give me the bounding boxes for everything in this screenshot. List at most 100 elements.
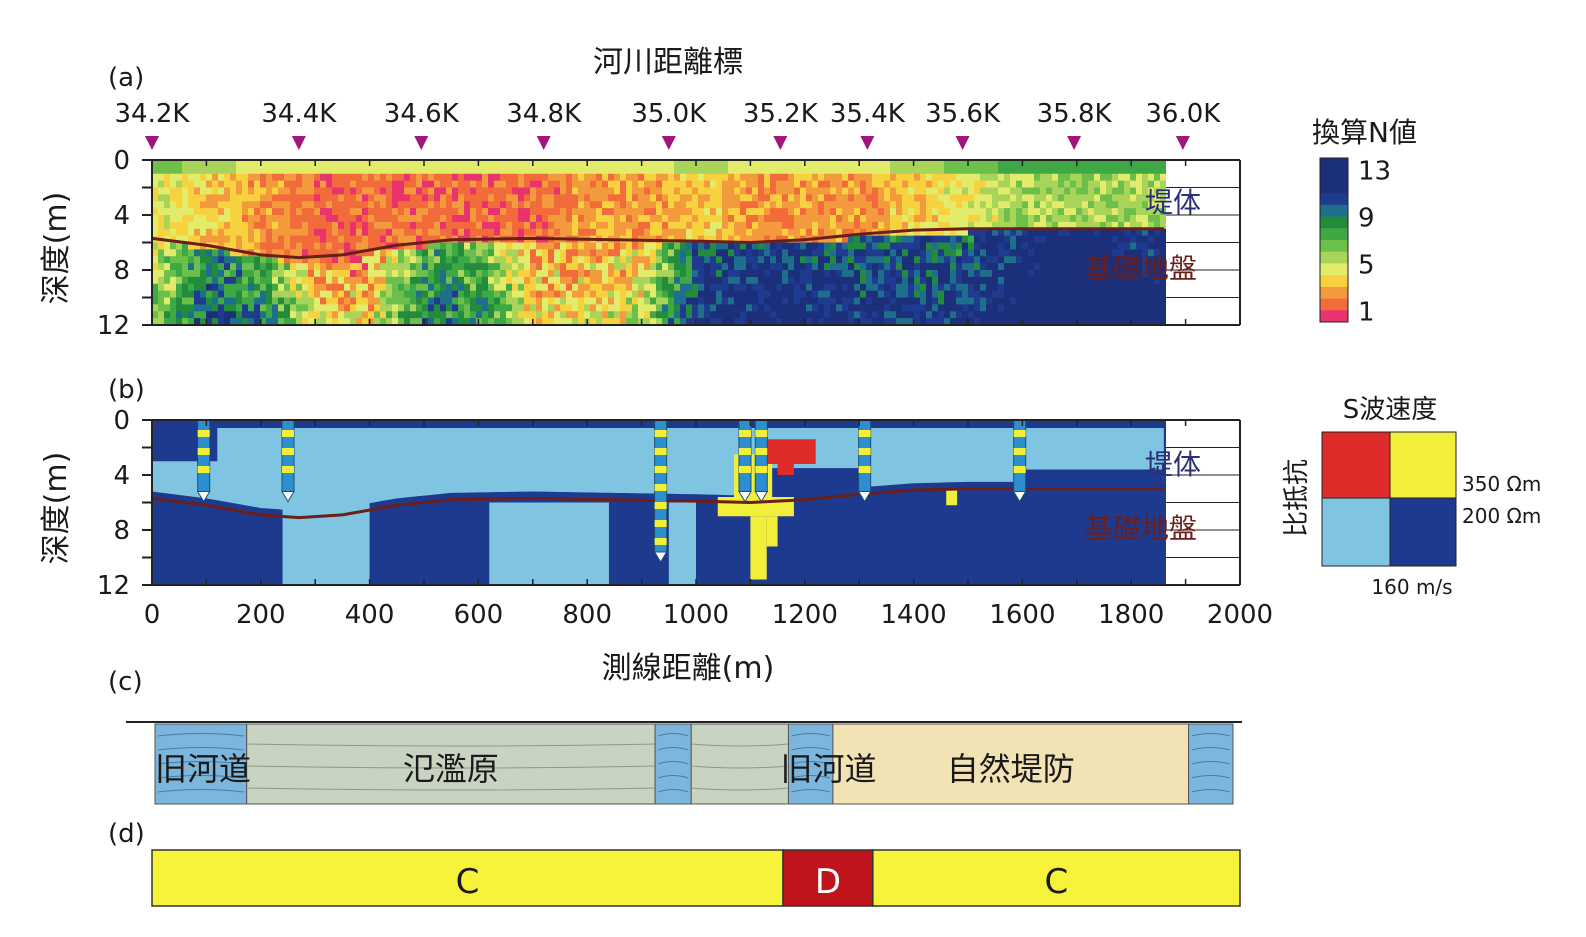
borehole — [857, 419, 872, 503]
legend-res-low: 200 Ωm — [1462, 504, 1541, 528]
landform-unit-levee — [832, 723, 1190, 805]
kp-marker — [291, 136, 306, 150]
legend-velocity: 160 m/s — [1371, 575, 1452, 599]
legend-res-high: 350 Ωm — [1462, 472, 1541, 496]
colorbar-tick-label: 9 — [1358, 204, 1375, 234]
legend-title: S波速度 — [1343, 395, 1438, 425]
colorbar-cell — [1320, 310, 1348, 323]
label-foundation-b: 基礎地盤 — [1085, 512, 1197, 545]
borehole — [653, 419, 668, 563]
landform-unit-old_channel — [1188, 723, 1234, 805]
distance-tick-label: 1800 — [1098, 600, 1164, 630]
depth-tick-label: 4 — [113, 201, 130, 231]
colorbar-cell — [1320, 263, 1348, 276]
distance-tick-label: 1400 — [881, 600, 947, 630]
kp-marker — [773, 136, 788, 150]
panel-label-b: (b) — [108, 375, 145, 405]
river-kp-axis: 34.2K 34.4K 34.6K 34.8K 35.0K 35.2K 35.4K 35.6K… — [115, 99, 1221, 150]
depth-tick-label: 12 — [97, 311, 130, 341]
kp-label: 36.0K — [1145, 99, 1221, 129]
rating-label: C — [1045, 862, 1069, 902]
colorbar-cell — [1320, 216, 1348, 229]
legend-class: S波速度 比抵抗 350 Ωm 200 Ωm 160 m/s — [1282, 395, 1541, 599]
distance-tick-label: 0 — [144, 600, 161, 630]
colorbar-cell — [1320, 228, 1348, 241]
colorbar-cell — [1320, 158, 1348, 171]
colorbar-tick-label: 5 — [1358, 250, 1375, 280]
landform-unit-old_channel — [654, 723, 692, 805]
panel-a-n-value-section: 0 4 8 12 — [97, 146, 1241, 341]
kp-label: 35.6K — [925, 99, 1001, 129]
panel-label-a: (a) — [108, 63, 144, 93]
colorbar-cell — [1320, 275, 1348, 288]
colorbar-cell — [1320, 286, 1348, 300]
kp-marker — [145, 136, 159, 150]
kp-marker — [955, 136, 970, 150]
borehole — [754, 419, 769, 503]
distance-tick-label: 1000 — [663, 600, 729, 630]
colorbar-cell — [1320, 169, 1348, 182]
landform-label: 氾濫原 — [403, 750, 499, 788]
xlabel: 測線距離(m) — [602, 651, 775, 686]
distance-tick-label: 2000 — [1207, 600, 1273, 630]
rating-segment — [782, 849, 874, 907]
label-embankment-b: 堤体 — [1145, 448, 1201, 481]
kp-label: 34.2K — [115, 99, 191, 129]
landform-label: 旧河道 — [780, 750, 876, 788]
kp-label: 34.6K — [384, 99, 460, 129]
borehole — [281, 419, 295, 503]
legend-cell-darkblue — [1389, 497, 1457, 567]
panel-b-class-section: 0 4 8 12 0 200 400 600 800 1000 1200 1400 1600 1800 20… — [97, 406, 1273, 630]
colorbar-n-value: 換算N値 1 5 9 13 — [1312, 116, 1417, 327]
kp-marker — [1175, 136, 1190, 150]
colorbar-cell — [1320, 181, 1348, 194]
colorbar-tick-label: 13 — [1358, 157, 1391, 187]
depth-tick-label: 4 — [113, 461, 130, 491]
colorbar-tick-label: 1 — [1358, 297, 1375, 327]
panel-label-c: (c) — [108, 667, 143, 697]
colorbar-cell — [1320, 193, 1348, 206]
rating-label: C — [456, 862, 480, 902]
panel-label-d: (d) — [108, 819, 145, 849]
kp-label: 34.4K — [261, 99, 337, 129]
boundary-line-a — [151, 227, 1164, 260]
depth-tick-label: 8 — [113, 256, 130, 286]
legend-ylabel: 比抵抗 — [1282, 459, 1312, 537]
distance-tick-label: 400 — [345, 600, 395, 630]
kp-label: 35.4K — [830, 99, 906, 129]
depth-tick-label: 12 — [97, 571, 130, 601]
landform-unit-floodplain — [690, 723, 789, 805]
distance-tick-label: 600 — [454, 600, 504, 630]
kp-marker — [414, 136, 429, 150]
legend-cell-red — [1321, 431, 1391, 499]
colorbar-title: 換算N値 — [1312, 116, 1417, 149]
distance-tick-label: 1600 — [989, 600, 1055, 630]
distance-tick-label: 1200 — [772, 600, 838, 630]
kp-label: 35.2K — [743, 99, 819, 129]
kp-marker — [536, 136, 551, 150]
ylabel-a: 深度(m) — [39, 192, 74, 305]
kp-marker — [1067, 136, 1082, 150]
depth-tick-label: 8 — [113, 516, 130, 546]
distance-tick-label: 200 — [236, 600, 286, 630]
colorbar-cell — [1320, 251, 1348, 264]
kp-marker — [661, 136, 676, 150]
rating-segment — [872, 849, 1241, 907]
kp-label: 35.0K — [631, 99, 707, 129]
borehole — [196, 419, 211, 503]
colorbar-cell — [1320, 204, 1348, 218]
borehole — [1012, 419, 1027, 503]
kp-label: 35.8K — [1037, 99, 1113, 129]
ylabel-b: 深度(m) — [39, 452, 74, 565]
legend-cell-lightblue — [1321, 497, 1391, 567]
landform-unit-floodplain — [246, 723, 656, 805]
kp-label: 34.8K — [506, 99, 582, 129]
colorbar-cell — [1320, 240, 1348, 253]
landform-label: 旧河道 — [155, 750, 251, 788]
label-embankment-a: 堤体 — [1145, 186, 1201, 219]
legend-cell-yellow — [1389, 431, 1457, 499]
rating-segment — [151, 849, 784, 907]
kp-marker — [860, 136, 875, 150]
